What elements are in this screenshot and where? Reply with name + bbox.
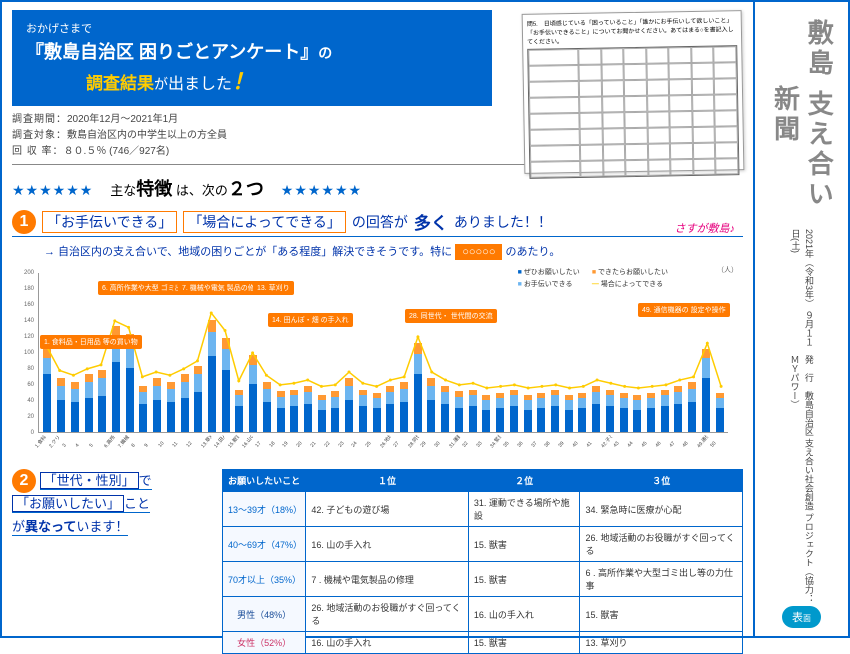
survey-title: 『敷島自治区 困りごとアンケート』の xyxy=(26,38,478,64)
result-line: 調査結果が出ました！ xyxy=(26,64,478,96)
point-1-badge: 1 xyxy=(12,210,36,234)
x-labels: 1.食料品・日用品等の買い物2.クリーニング等の洗濯3456.高所作業や大型ゴミ… xyxy=(38,433,728,463)
point-2-badge: 2 xyxy=(12,469,36,493)
survey-chart: （人） ぜひお願いしたい できたらお願いしたい お手伝いできる 場合によってでき… xyxy=(18,263,738,463)
point-1: 1 「お手伝いできる」 「場合によってできる」 の回答が 多く ありました！！ xyxy=(12,209,743,237)
publish-date: 2021年（令和3年） ９月１１日(土) xyxy=(788,229,815,347)
sub-point: → 自治区内の支え合いで、地域の困りごとが「ある程度」解決できそうです。特に ○… xyxy=(44,243,743,259)
point-2-row: 2 「世代・性別」で 「お願いしたい」こと が異なっています！ お願いしたいこと… xyxy=(12,469,743,654)
chart-area xyxy=(38,273,728,433)
thanks-text: おかげさまで xyxy=(26,20,478,36)
features-headline: ★★★★★★ 主な特徴 は、次の２つ ★★★★★★ xyxy=(12,175,743,201)
questionnaire-thumbnail: 問5. 日頃感じている「困っていること」「誰かにお手伝いして欲しいこと」「お手伝… xyxy=(522,10,745,174)
ranking-table: お願いしたいこと１位２位３位 13～39才（18%）42. 子どもの遊び場31.… xyxy=(222,469,743,654)
page: おかげさまで 『敷島自治区 困りごとアンケート』の 調査結果が出ました！ 問5.… xyxy=(0,0,850,638)
sasuga-note: さすが敷島♪ xyxy=(675,220,736,236)
publisher: 発 行 敷島自治区 支え合い社会創造 プロジェクト（協力：ＭＹパワー） xyxy=(787,355,816,606)
mini-grid xyxy=(527,45,739,179)
newspaper-title: 敷島 支え合い新聞 xyxy=(768,10,836,219)
main-content: おかげさまで 『敷島自治区 困りごとアンケート』の 調査結果が出ました！ 問5.… xyxy=(2,2,753,636)
point-2-text: 2 「世代・性別」で 「お願いしたい」こと が異なっています！ xyxy=(12,469,212,654)
page-badge: 表面 xyxy=(782,606,821,628)
y-axis: 200180160140120100806040200 xyxy=(18,273,36,433)
bars xyxy=(39,273,728,432)
sidebar: 敷島 支え合い新聞 2021年（令和3年） ９月１１日(土) 発 行 敷島自治区… xyxy=(753,2,848,636)
title-banner: おかげさまで 『敷島自治区 困りごとアンケート』の 調査結果が出ました！ xyxy=(12,10,492,106)
